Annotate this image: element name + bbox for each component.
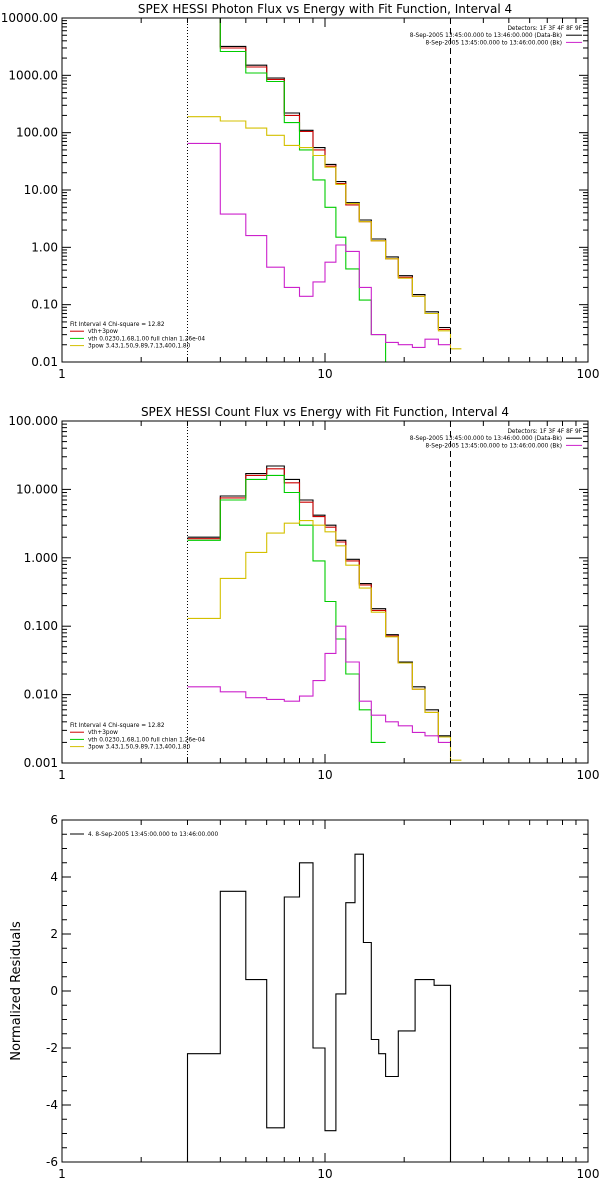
chart-title: SPEX HESSI Photon Flux vs Energy with Fi… [138, 2, 512, 16]
y-tick-label: -2 [46, 1041, 58, 1055]
y-tick-label: 4 [50, 870, 58, 884]
legend-text: 8-Sep-2005 13:45:00.000 to 13:46:00.000 … [426, 443, 562, 449]
x-tick-label: 1 [58, 768, 66, 782]
series-line-0 [186, 853, 452, 1162]
y-tick-label: 0.001 [24, 756, 58, 770]
y-tick-label: 6 [50, 813, 58, 827]
legend-text: vth 0.0230,1.68,1.00 full chian 1.26e-04 [88, 336, 205, 342]
photon-flux-panel: SPEX HESSI Photon Flux vs Energy with Fi… [1, 2, 600, 381]
residuals-panel: 1 10 100 -6 -4 -2 0 2 4 6 Normalized Residuals 4. 8… [9, 813, 599, 1181]
series-group [187, 465, 462, 761]
y-axis-label: Normalized Residuals [9, 921, 24, 1061]
y-tick-label: -4 [46, 1098, 58, 1112]
y-tick-label: 1000.00 [8, 68, 58, 82]
y-tick-label: 1.000 [24, 551, 58, 565]
legend-text: 8-Sep-2005 13:45:00.000 to 13:46:00.000 … [410, 33, 562, 39]
legend-text: vth+3pow [88, 329, 118, 335]
series-line-2 [187, 18, 399, 362]
legend-text: 3pow 3.43,1.50,9.89,7.13,400,1.80 [88, 344, 191, 350]
legend-text: vth 0.0230,1.68,1.00 full chian 1.26e-04 [88, 737, 205, 743]
legend-text: vth+3pow [88, 730, 118, 736]
x-tick-label: 10 [317, 367, 332, 381]
y-tick-label: 2 [50, 927, 58, 941]
x-tick-label: 100 [577, 1167, 600, 1181]
x-tick-label: 10 [317, 768, 332, 782]
legend-top-left: 4. 8-Sep-2005 13:45:00.000 to 13:46:00.0… [70, 832, 218, 838]
y-tick-label: 10.00 [24, 183, 58, 197]
legend-text: Fit Interval 4 Chi-square = 12.82 [70, 322, 165, 328]
y-tick-label: 100.00 [16, 126, 58, 140]
legend-bottom-left: Fit Interval 4 Chi-square = 12.82vth+3po… [70, 723, 205, 751]
legend-text: Fit Interval 4 Chi-square = 12.82 [70, 723, 165, 729]
series-group [186, 853, 452, 1162]
y-tick-label: 100.000 [8, 414, 58, 428]
legend-text: 4. 8-Sep-2005 13:45:00.000 to 13:46:00.0… [88, 832, 218, 838]
y-tick-label: -6 [46, 1155, 58, 1169]
y-tick-label: 10.000 [16, 482, 58, 496]
legend-text: 3pow 3.43,1.50,9.89,7.13,400,1.80 [88, 745, 191, 751]
y-tick-label: 1.00 [31, 240, 58, 254]
y-tick-label: 0.100 [24, 619, 58, 633]
series-line-4 [187, 142, 451, 348]
y-tick-label: 0 [50, 984, 58, 998]
y-tick-label: 0.10 [31, 298, 58, 312]
count-flux-panel: SPEX HESSI Count Flux vs Energy with Fit… [8, 405, 599, 782]
x-tick-label: 10 [317, 1167, 332, 1181]
y-tick-label: 0.01 [31, 355, 58, 369]
chart-title: SPEX HESSI Count Flux vs Energy with Fit… [141, 405, 509, 419]
series-group [187, 18, 462, 362]
y-tick-label: 0.010 [24, 688, 58, 702]
legend-text: 8-Sep-2005 13:45:00.000 to 13:46:00.000 … [426, 40, 562, 46]
x-tick-label: 100 [577, 768, 600, 782]
legend-text: Detectors: 1F 3F 4F 8F 9F [507, 26, 582, 32]
x-tick-label: 1 [58, 367, 66, 381]
series-line-4 [187, 625, 451, 743]
legend-bottom-left: Fit Interval 4 Chi-square = 12.82vth+3po… [70, 322, 205, 350]
legend-top-right: Detectors: 1F 3F 4F 8F 9F8-Sep-2005 13:4… [410, 26, 582, 46]
legend-text: Detectors: 1F 3F 4F 8F 9F [507, 429, 582, 435]
series-line-3 [187, 116, 462, 350]
y-tick-label: 10000.00 [1, 11, 58, 25]
legend-text: 8-Sep-2005 13:45:00.000 to 13:46:00.000 … [410, 436, 562, 442]
series-line-3 [187, 520, 462, 761]
legend-top-right: Detectors: 1F 3F 4F 8F 9F8-Sep-2005 13:4… [410, 429, 582, 449]
x-tick-label: 100 [577, 367, 600, 381]
x-tick-label: 1 [58, 1167, 66, 1181]
